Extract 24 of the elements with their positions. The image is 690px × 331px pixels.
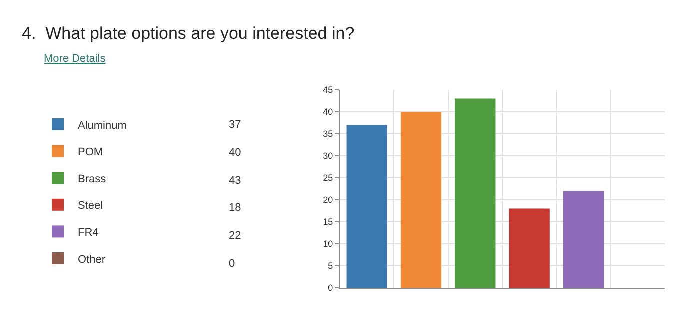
- legend-label: Other: [78, 254, 106, 266]
- legend-label: FR4: [78, 226, 99, 239]
- legend-label: POM: [78, 146, 104, 159]
- y-tick-label: 15: [323, 217, 334, 228]
- legend-label: Steel: [78, 200, 104, 212]
- text: 4. What plate options are you interested in?: [22, 24, 355, 43]
- y-tick-label: 35: [323, 129, 334, 140]
- y-tick-label: 40: [323, 107, 334, 118]
- y-tick-label: 25: [323, 173, 334, 184]
- text: 40: [229, 147, 242, 159]
- text: 37: [229, 119, 242, 131]
- text: 22: [229, 230, 242, 242]
- y-tick-label: 5: [328, 261, 334, 272]
- legend-label: Aluminum: [78, 120, 127, 132]
- y-tick-label: 45: [323, 85, 334, 96]
- legend-label: Brass: [78, 173, 107, 186]
- text: More Details: [44, 53, 106, 65]
- y-tick-label: 10: [323, 239, 334, 250]
- y-tick-label: 0: [328, 283, 334, 294]
- text: 18: [229, 202, 242, 214]
- y-tick-label: 30: [323, 151, 334, 162]
- text: 43: [229, 175, 242, 187]
- y-tick-label: 20: [323, 195, 334, 206]
- text: 0: [229, 258, 236, 270]
